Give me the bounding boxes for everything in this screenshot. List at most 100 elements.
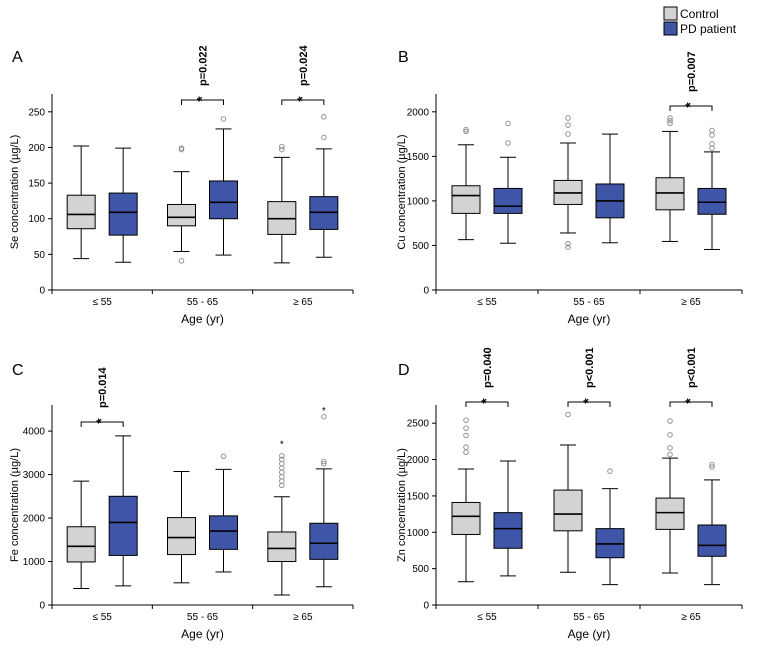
- p-value-label: p=0.040: [482, 347, 494, 388]
- y-tick-label: 500: [412, 564, 429, 575]
- box-iqr: [66, 194, 96, 230]
- x-tick-label: ≥ 65: [293, 612, 313, 623]
- significance-star: *: [194, 96, 210, 102]
- significance-star: *: [294, 96, 310, 102]
- x-tick-label: ≥ 65: [681, 612, 701, 623]
- p-value-label: p=0.014: [97, 366, 109, 408]
- box-control: [655, 115, 685, 242]
- outlier-point: [220, 453, 227, 460]
- y-tick-label: 150: [28, 179, 45, 190]
- box-iqr: [493, 187, 523, 214]
- y-tick-label: 2500: [407, 419, 430, 430]
- box-iqr: [309, 522, 339, 560]
- box-iqr: [493, 512, 523, 549]
- panel-a: A 0 50 100 150 200 250 Se concentration (µg/L) ≤…: [9, 44, 354, 326]
- x-axis-label: Age (yr): [181, 312, 224, 326]
- outlier-point: [463, 128, 469, 135]
- significance-star: *: [93, 418, 109, 424]
- y-tick-label: 0: [423, 601, 429, 612]
- box-control: [167, 471, 196, 584]
- y-tick-label: 1000: [407, 196, 430, 207]
- significance-bracket: [80, 421, 124, 427]
- significance-star: *: [478, 398, 494, 404]
- significance-star: *: [682, 398, 698, 404]
- significance-bracket: [181, 99, 224, 105]
- outlier-point: [279, 453, 285, 459]
- y-tick-label: 1500: [407, 152, 430, 163]
- p-value-label: p=0.022: [198, 45, 210, 86]
- outlier-point: [565, 240, 571, 247]
- legend: Control PD patient: [663, 6, 737, 36]
- outlier-point: [667, 432, 673, 438]
- box-iqr: [451, 501, 481, 535]
- box-patient: [108, 147, 138, 263]
- box-iqr: [108, 192, 138, 236]
- box-control: [655, 418, 685, 574]
- y-axis-label: Zn concentration (µg/L): [396, 448, 408, 562]
- x-tick-label: 55 - 65: [187, 297, 219, 308]
- panel-b: B 0 500 1000 1500 2000 Cu concentration (µg/L)…: [396, 49, 743, 326]
- box-control: [66, 145, 96, 260]
- y-axis-label: Cu concentration (µg/L): [396, 134, 408, 249]
- x-tick-label: 55 - 65: [187, 612, 219, 623]
- outlier-point: [505, 140, 511, 146]
- x-axis-label: Age (yr): [568, 627, 611, 641]
- outlier-point: [279, 146, 285, 153]
- outlier-point: [565, 115, 571, 121]
- legend-swatch-control: [663, 6, 678, 21]
- box-patient: [595, 133, 625, 244]
- box-patient: *: [309, 406, 339, 588]
- y-tick-label: 500: [412, 241, 429, 252]
- box-patient: [309, 114, 339, 258]
- y-tick-label: 4000: [23, 427, 46, 438]
- outlier-point: [463, 432, 469, 439]
- box-patient: [209, 116, 238, 256]
- significance-bracket: [281, 99, 325, 105]
- x-tick-label: ≤ 55: [477, 297, 497, 308]
- outlier-point: [220, 116, 227, 122]
- outlier-point: [178, 258, 185, 264]
- box-control: [66, 480, 96, 589]
- significance-bracket: [567, 401, 611, 407]
- box-iqr: [209, 515, 238, 550]
- y-tick-label: 3000: [23, 470, 46, 481]
- panel-d: D 0 500 1000 1500 2000 2500 Zn concentration (µ…: [396, 347, 743, 641]
- y-tick-label: 2000: [23, 514, 46, 525]
- y-tick-label: 0: [39, 286, 45, 297]
- outlier-point: [463, 425, 469, 432]
- box-control: *: [267, 440, 297, 596]
- box-control: [451, 126, 481, 241]
- legend-label-control: Control: [680, 7, 719, 21]
- outlier-point: [709, 141, 715, 147]
- p-value-label: p=0.024: [298, 44, 310, 86]
- y-tick-label: 0: [423, 286, 429, 297]
- outlier-point: [709, 127, 715, 134]
- outlier-point: [279, 456, 285, 463]
- outlier-point: [321, 114, 327, 120]
- outlier-point: [607, 468, 613, 474]
- box-patient: [697, 461, 727, 586]
- extreme-point: *: [280, 440, 284, 451]
- box-control: [167, 145, 196, 264]
- box-iqr: [267, 531, 297, 563]
- box-iqr: [697, 187, 727, 215]
- box-control: [451, 417, 481, 583]
- x-axis-label: Age (yr): [568, 312, 611, 326]
- box-control: [267, 143, 297, 264]
- outlier-point: [667, 120, 673, 127]
- outlier-point: [463, 444, 469, 450]
- box-iqr: [167, 203, 196, 227]
- panel-letter: B: [398, 49, 409, 66]
- y-tick-label: 1000: [407, 528, 430, 539]
- extreme-point: *: [322, 406, 326, 417]
- outlier-point: [321, 458, 327, 465]
- y-tick-label: 250: [28, 107, 45, 118]
- box-patient: [595, 468, 625, 586]
- y-tick-label: 1000: [23, 557, 46, 568]
- legend-label-patient: PD patient: [680, 22, 737, 36]
- p-value-label: p<0.001: [584, 347, 596, 388]
- box-patient: [108, 435, 138, 587]
- y-tick-label: 0: [39, 601, 45, 612]
- outlier-point: [565, 244, 571, 250]
